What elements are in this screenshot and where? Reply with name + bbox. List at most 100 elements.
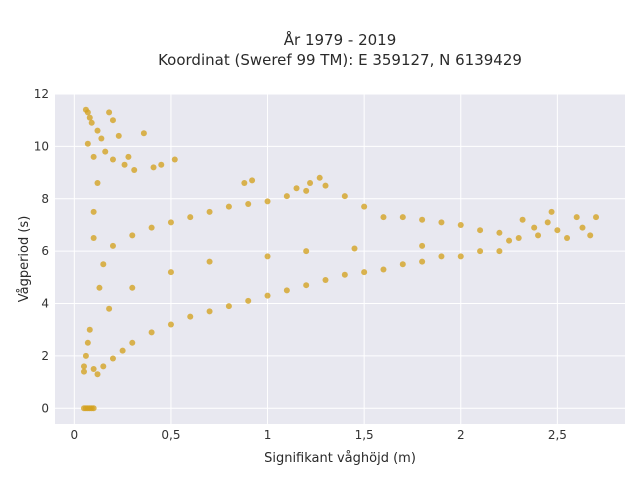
data-point (90, 366, 97, 372)
x-tick-label: 1,5 (355, 428, 374, 442)
data-point (264, 253, 271, 260)
data-point (86, 114, 93, 121)
y-tick-label: 6 (41, 244, 49, 258)
data-point (98, 135, 105, 142)
data-point (303, 248, 310, 255)
data-point (399, 261, 406, 268)
data-point (380, 214, 387, 221)
data-point (283, 193, 290, 200)
data-point (109, 242, 116, 249)
data-points (80, 106, 600, 412)
data-point (322, 182, 329, 189)
data-point (129, 232, 136, 239)
data-point (457, 221, 464, 228)
y-tick-label: 10 (34, 139, 49, 153)
data-point (94, 371, 101, 378)
data-point (477, 248, 484, 255)
data-point (115, 132, 122, 139)
data-point (140, 130, 147, 137)
data-point (90, 405, 97, 412)
data-point (544, 219, 551, 226)
data-point (167, 321, 174, 328)
plot-area (55, 94, 625, 424)
data-point (245, 297, 252, 304)
data-point (245, 201, 252, 207)
data-point (587, 232, 594, 239)
chart-title-line-1: År 1979 - 2019 (284, 30, 397, 49)
data-point (515, 235, 522, 242)
data-point (129, 284, 136, 291)
data-point (121, 161, 128, 168)
data-point (125, 153, 132, 160)
data-point (206, 308, 213, 315)
data-point (593, 214, 600, 221)
data-point (80, 368, 87, 375)
x-tick-label: 1 (264, 428, 272, 442)
data-point (90, 153, 97, 160)
data-point (94, 180, 101, 187)
data-point (341, 271, 348, 278)
data-point (106, 109, 113, 116)
data-point (531, 224, 538, 231)
data-point (158, 161, 165, 168)
y-tick-label: 2 (41, 349, 49, 363)
data-point (100, 363, 107, 370)
data-point (477, 227, 484, 234)
data-point (438, 253, 445, 260)
data-point (106, 305, 113, 312)
data-point (496, 248, 503, 255)
data-point (303, 187, 310, 194)
data-point (167, 219, 174, 226)
x-tick-label: 2,5 (548, 428, 567, 442)
data-point (96, 284, 103, 291)
data-point (579, 224, 586, 231)
data-point (361, 203, 368, 210)
y-tick-label: 8 (41, 192, 49, 206)
data-point (506, 237, 513, 244)
data-point (84, 140, 91, 147)
data-point (86, 326, 93, 333)
data-point (548, 208, 555, 215)
data-point (399, 214, 406, 221)
data-point (303, 282, 310, 289)
data-point (241, 180, 248, 187)
data-point (283, 287, 290, 294)
data-point (225, 203, 232, 210)
data-point (102, 148, 109, 155)
data-point (131, 166, 138, 173)
data-point (249, 177, 256, 184)
data-point (573, 214, 580, 221)
data-point (564, 235, 571, 242)
x-tick-label: 2 (457, 428, 465, 442)
data-point (419, 258, 426, 265)
data-point (206, 208, 213, 215)
x-tick-label: 0,5 (161, 428, 180, 442)
data-point (419, 242, 426, 249)
x-tick-label: 0 (71, 428, 79, 442)
data-point (94, 127, 101, 134)
x-tick-labels: 0 0,5 1 1,5 2 2,5 (71, 428, 567, 442)
data-point (293, 185, 300, 192)
y-axis-title: Vågperiod (s) (17, 216, 32, 303)
data-point (129, 339, 136, 346)
data-point (554, 227, 561, 234)
data-point (519, 216, 526, 223)
data-point (109, 117, 116, 124)
data-point (187, 313, 194, 320)
data-point (148, 329, 155, 336)
chart-title-line-2: Koordinat (Sweref 99 TM): E 359127, N 61… (158, 51, 522, 69)
data-point (535, 232, 542, 239)
data-point (438, 219, 445, 226)
data-point (307, 180, 314, 187)
data-point (100, 261, 107, 268)
data-point (148, 224, 155, 231)
data-point (167, 269, 174, 276)
y-tick-labels: 0 2 4 6 8 10 12 (34, 87, 49, 415)
data-point (225, 303, 232, 310)
y-tick-label: 4 (41, 297, 49, 311)
data-point (88, 119, 95, 126)
data-point (150, 164, 157, 171)
data-point (341, 193, 348, 200)
